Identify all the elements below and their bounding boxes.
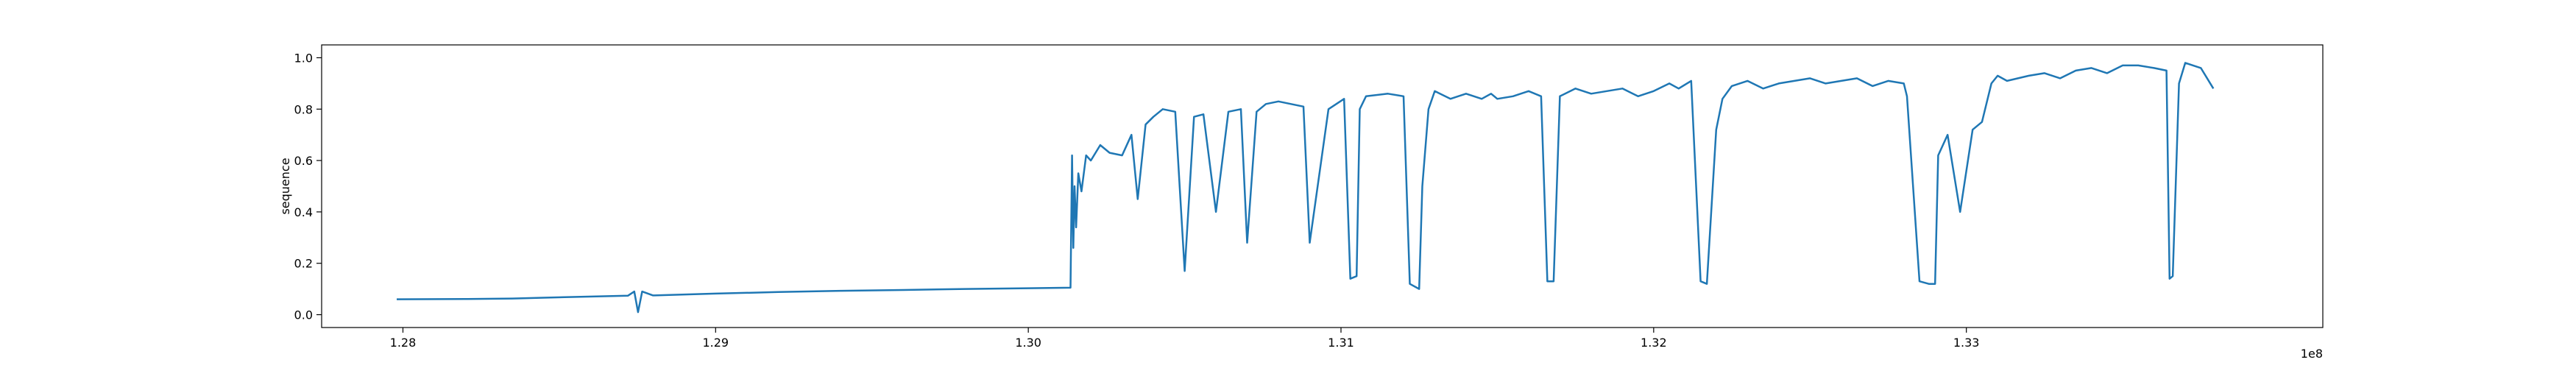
x-axis-offset-label: 1e8 [2301, 347, 2323, 361]
y-tick-label-1: 0.2 [294, 257, 313, 271]
x-tick-label-2: 1.30 [1015, 336, 1041, 350]
axes-frame [321, 44, 2324, 328]
plot-area [396, 62, 2215, 314]
y-tick-label-2: 0.4 [294, 205, 313, 219]
y-tick-label-4: 0.8 [294, 102, 313, 116]
x-tick-label-1: 1.29 [702, 336, 729, 350]
x-tick-label-3: 1.31 [1328, 336, 1354, 350]
y-tick-label-3: 0.6 [294, 154, 313, 168]
y-axis-label: sequence [278, 158, 292, 214]
y-axis: 0.0 0.2 0.4 0.6 0.8 1.0 [294, 51, 322, 322]
x-tick-label-4: 1.32 [1641, 336, 1667, 350]
y-tick-label-0: 0.0 [294, 308, 313, 322]
x-tick-label-0: 1.28 [390, 336, 417, 350]
series-line-0 [396, 62, 2215, 314]
y-tick-label-5: 1.0 [294, 51, 313, 65]
x-tick-label-5: 1.33 [1953, 336, 1980, 350]
x-axis: 1.28 1.29 1.30 1.31 1.32 1.33 [390, 328, 1980, 350]
